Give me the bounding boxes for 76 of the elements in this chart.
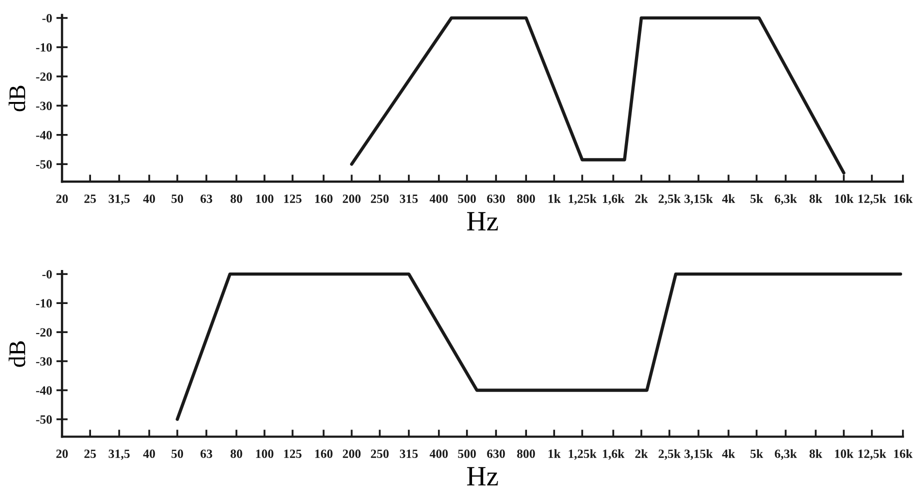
x-tick-label: 2k: [635, 449, 648, 458]
x-tick-label: 100: [256, 194, 274, 203]
x-tick-label: 2,5k: [658, 194, 681, 205]
x-tick-label: 8k: [810, 449, 822, 458]
x-tick-label: 31,5: [108, 194, 130, 205]
x-tick-label: 6,3k: [774, 194, 797, 205]
y-tick-label: -40: [36, 386, 52, 395]
x-tick-label: 500: [458, 450, 476, 458]
x-tick-label: 20: [56, 450, 68, 458]
y-tick-label: -50: [36, 415, 52, 424]
x-tick-label: 125: [284, 194, 302, 203]
x-tick-label: 63: [200, 450, 212, 458]
x-tick-label: 4k: [722, 449, 736, 458]
x-tick-label: 250: [370, 194, 389, 203]
x-tick-label: 4k: [722, 194, 736, 203]
x-tick-label: 12,5k: [858, 194, 886, 205]
x-tick-label: 6,3k: [774, 449, 797, 460]
x-tick-label: 125: [284, 450, 302, 458]
x-tick-label: 80: [230, 194, 242, 203]
x-tick-label: 31,5: [108, 450, 130, 460]
x-tick-label: 40: [143, 194, 155, 203]
x-tick-label: 800: [517, 194, 535, 203]
x-tick-label: 2k: [635, 194, 648, 203]
y-tick-label: -40: [36, 130, 52, 140]
x-tick-label: 10k: [835, 194, 854, 203]
x-tick-label: 5k: [750, 449, 764, 458]
x-tick-label: 1,25k: [568, 449, 597, 460]
y-tick-label: -0: [42, 270, 52, 279]
x-tick-label: 12,5k: [858, 449, 886, 460]
x-tick-label: 800: [517, 450, 535, 458]
x-tick-label: 63: [200, 194, 212, 203]
x-tick-label: 1,6k: [602, 194, 625, 205]
x-tick-label: 50: [172, 194, 184, 203]
x-tick-label: 1k: [548, 449, 561, 458]
x-tick-label: 25: [84, 450, 96, 458]
x-tick-label: 3,15k: [684, 449, 713, 460]
y-axis-title: dB: [8, 341, 26, 367]
x-tick-label: 3,15k: [684, 194, 713, 205]
x-tick-label: 630: [487, 194, 505, 203]
x-axis-title: Hz: [467, 467, 498, 486]
x-tick-label: 5k: [750, 194, 764, 203]
x-tick-label: 50: [172, 450, 184, 458]
x-tick-label: 1k: [548, 194, 561, 203]
x-tick-label: 10k: [835, 449, 854, 458]
x-tick-label: 500: [458, 194, 476, 203]
x-tick-label: 315: [400, 450, 418, 458]
x-tick-label: 315: [400, 194, 418, 203]
x-tick-label: 40: [143, 450, 155, 458]
y-tick-label: -10: [36, 299, 52, 308]
y-tick-label: -10: [36, 43, 52, 52]
x-tick-label: 250: [370, 450, 389, 458]
x-tick-label: 400: [430, 194, 448, 203]
x-tick-label: 80: [230, 450, 242, 458]
x-tick-label: 200: [342, 450, 361, 458]
y-tick-label: -20: [36, 72, 52, 81]
x-tick-label: 16k: [894, 449, 913, 458]
x-tick-label: 1,6k: [602, 449, 625, 460]
y-tick-label: -30: [36, 357, 52, 366]
y-tick-label: -50: [36, 160, 52, 169]
y-tick-label: -20: [36, 328, 52, 337]
x-tick-label: 1,25k: [568, 194, 597, 205]
x-tick-label: 2,5k: [658, 449, 681, 460]
x-tick-label: 160: [315, 450, 333, 458]
x-tick-label: 25: [84, 194, 96, 203]
x-tick-label: 400: [430, 450, 448, 458]
y-axis-title: dB: [8, 86, 26, 112]
x-tick-label: 200: [342, 194, 361, 203]
y-tick-label: -30: [36, 102, 52, 110]
x-tick-label: 20: [56, 194, 68, 203]
x-tick-label: 160: [315, 194, 333, 203]
x-tick-label: 630: [487, 450, 505, 458]
x-tick-label: 16k: [894, 194, 913, 203]
x-tick-label: 100: [256, 450, 274, 458]
x-tick-label: 8k: [810, 194, 822, 203]
y-tick-label: -0: [42, 14, 52, 22]
x-axis-title: Hz: [467, 212, 498, 230]
